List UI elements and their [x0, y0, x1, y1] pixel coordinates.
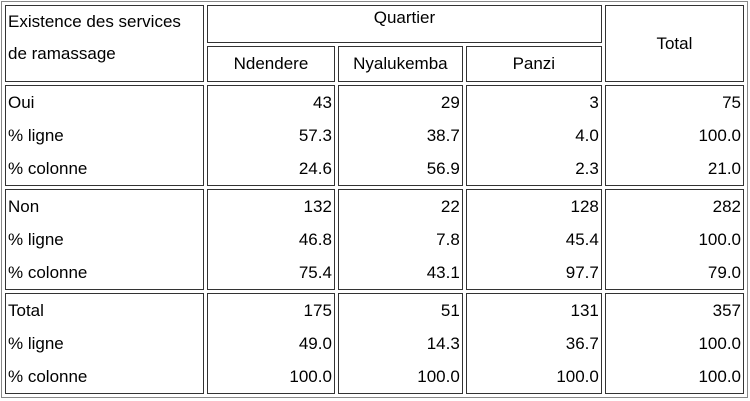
cell-value: 75.4 — [298, 263, 332, 282]
value-cell: 75 100.0 21.0 — [604, 85, 744, 186]
group-row: Non % ligne % colonne 132 46.8 75.4 22 7.8 43.1 1… — [5, 189, 744, 290]
cell-value: 36.7 — [565, 334, 599, 353]
value-cell: 357 100.0 100.0 — [604, 293, 744, 394]
cell-value: 3 — [589, 93, 599, 112]
cell-value: 2.3 — [575, 159, 599, 178]
cell-value: 43 — [313, 93, 332, 112]
row-label: % ligne — [8, 334, 64, 353]
row-labels: Total % ligne % colonne — [5, 293, 204, 394]
cell-value: 75 — [722, 93, 741, 112]
row-label: Non — [8, 197, 40, 216]
cell-value: 79.0 — [707, 263, 741, 282]
row-label: % ligne — [8, 230, 64, 249]
cell-value: 282 — [712, 197, 741, 216]
cell-value: 46.8 — [298, 230, 332, 249]
subheader-row: Ndendere Nyalukemba Panzi — [5, 46, 744, 82]
row-label: % colonne — [8, 263, 88, 282]
value-cell: 128 45.4 97.7 — [465, 189, 602, 290]
cell-value: 43.1 — [426, 263, 460, 282]
column-header: Ndendere — [207, 46, 335, 82]
row-label: Total — [8, 301, 44, 320]
row-label-header: Existence des services de ramassage — [5, 5, 204, 82]
column-header: Panzi — [465, 46, 602, 82]
cell-value: 132 — [303, 197, 332, 216]
value-cell: 282 100.0 79.0 — [604, 189, 744, 290]
value-cell: 43 57.3 24.6 — [207, 85, 335, 186]
value-cell: 3 4.0 2.3 — [465, 85, 602, 186]
cell-value: 100.0 — [289, 367, 332, 386]
group-row: Oui % ligne % colonne 43 57.3 24.6 29 38.7 56.9 3… — [5, 85, 744, 186]
cell-value: 21.0 — [707, 159, 741, 178]
cell-value: 45.4 — [565, 230, 599, 249]
cell-value: 100.0 — [698, 367, 741, 386]
cell-value: 100.0 — [698, 126, 741, 145]
cell-value: 7.8 — [436, 230, 460, 249]
value-cell: 175 49.0 100.0 — [207, 293, 335, 394]
column-header: Nyalukemba — [337, 46, 463, 82]
cell-value: 56.9 — [426, 159, 460, 178]
group-row: Total % ligne % colonne 175 49.0 100.0 51 14.3 1… — [5, 293, 744, 394]
value-cell: 22 7.8 43.1 — [337, 189, 463, 290]
cell-value: 22 — [440, 197, 460, 216]
total-header: Total — [604, 5, 744, 82]
cell-value: 357 — [712, 301, 741, 320]
cell-value: 49.0 — [298, 334, 332, 353]
value-cell: 131 36.7 100.0 — [465, 293, 602, 394]
row-labels: Non % ligne % colonne — [5, 189, 204, 290]
value-cell: 132 46.8 75.4 — [207, 189, 335, 290]
header-row: Existence des services de ramassage Quar… — [5, 5, 744, 82]
cell-value: 57.3 — [298, 126, 332, 145]
value-cell: 29 38.7 56.9 — [337, 85, 463, 186]
cell-value: 38.7 — [426, 126, 460, 145]
cell-value: 131 — [570, 301, 599, 320]
cell-value: 100.0 — [417, 367, 460, 386]
row-label: % ligne — [8, 126, 64, 145]
group-header: Quartier — [207, 5, 602, 43]
row-label: Oui — [8, 93, 35, 112]
cell-value: 100.0 — [698, 230, 741, 249]
row-label: % colonne — [8, 159, 88, 178]
cell-value: 14.3 — [426, 334, 460, 353]
cell-value: 24.6 — [298, 159, 332, 178]
row-labels: Oui % ligne % colonne — [5, 85, 204, 186]
cell-value: 29 — [440, 93, 460, 112]
cell-value: 97.7 — [565, 263, 599, 282]
row-label: % colonne — [8, 367, 88, 386]
value-cell: 51 14.3 100.0 — [337, 293, 463, 394]
cell-value: 51 — [440, 301, 460, 320]
cell-value: 175 — [303, 301, 332, 320]
cell-value: 100.0 — [698, 334, 741, 353]
cell-value: 100.0 — [556, 367, 599, 386]
cell-value: 128 — [570, 197, 599, 216]
cell-value: 4.0 — [575, 126, 599, 145]
